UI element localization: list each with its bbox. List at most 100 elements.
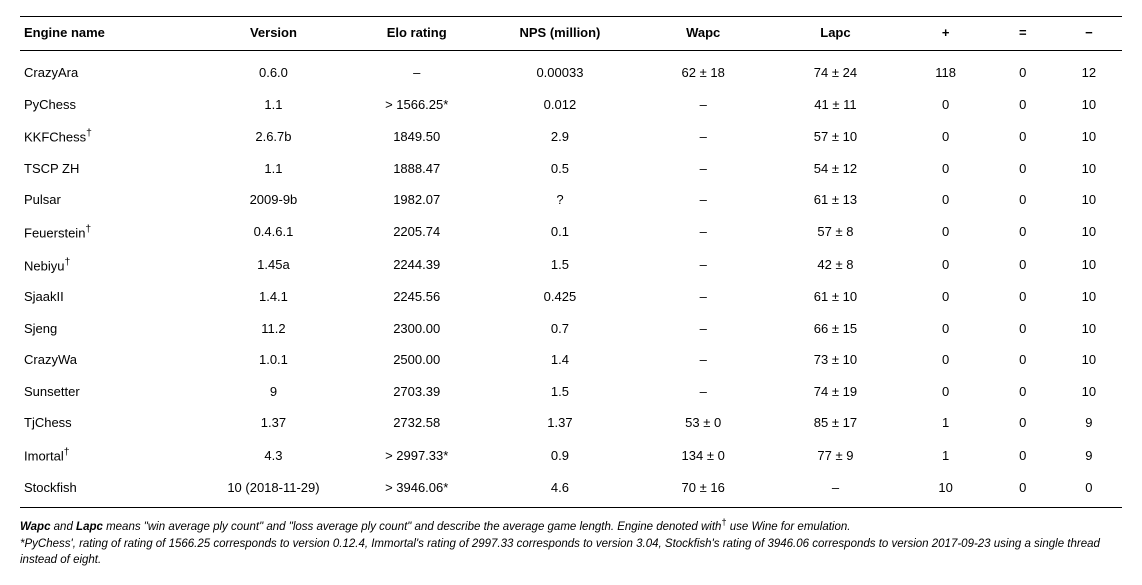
cell-wapc: 53 ± 0: [637, 407, 769, 439]
cell-engine: Nebiyu†: [20, 249, 196, 282]
cell-engine: Imortal†: [20, 439, 196, 472]
cell-elo: 2500.00: [351, 344, 483, 376]
cell-engine: CrazyAra: [20, 51, 196, 89]
column-header-engine: Engine name: [20, 17, 196, 51]
cell-plus: 0: [902, 313, 990, 345]
cell-nps: ?: [483, 184, 637, 216]
cell-elo: 2205.74: [351, 216, 483, 249]
cell-engine: Sjeng: [20, 313, 196, 345]
cell-engine: Feuerstein†: [20, 216, 196, 249]
cell-version: 0.6.0: [196, 51, 350, 89]
cell-engine: Sunsetter: [20, 376, 196, 408]
cell-nps: 0.9: [483, 439, 637, 472]
cell-elo: 2703.39: [351, 376, 483, 408]
column-header-elo: Elo rating: [351, 17, 483, 51]
column-header-version: Version: [196, 17, 350, 51]
table-row: Nebiyu†1.45a2244.391.5–42 ± 80010: [20, 249, 1122, 282]
cell-plus: 0: [902, 184, 990, 216]
cell-version: 2.6.7b: [196, 120, 350, 153]
cell-minus: 10: [1056, 120, 1122, 153]
cell-version: 1.1: [196, 153, 350, 185]
cell-plus: 0: [902, 281, 990, 313]
cell-lapc: 42 ± 8: [769, 249, 901, 282]
cell-plus: 0: [902, 216, 990, 249]
cell-engine: SjaakII: [20, 281, 196, 313]
cell-minus: 10: [1056, 281, 1122, 313]
wapc-term: Wapc: [20, 521, 50, 533]
cell-eq: 0: [990, 472, 1056, 508]
cell-wapc: 62 ± 18: [637, 51, 769, 89]
cell-nps: 1.5: [483, 376, 637, 408]
cell-lapc: 77 ± 9: [769, 439, 901, 472]
cell-elo: 2245.56: [351, 281, 483, 313]
cell-version: 1.37: [196, 407, 350, 439]
cell-nps: 0.1: [483, 216, 637, 249]
cell-plus: 118: [902, 51, 990, 89]
cell-lapc: 61 ± 10: [769, 281, 901, 313]
column-header-lapc: Lapc: [769, 17, 901, 51]
cell-lapc: 74 ± 24: [769, 51, 901, 89]
cell-minus: 10: [1056, 313, 1122, 345]
table-row: KKFChess†2.6.7b1849.502.9–57 ± 100010: [20, 120, 1122, 153]
cell-minus: 10: [1056, 89, 1122, 121]
cell-nps: 4.6: [483, 472, 637, 508]
cell-plus: 0: [902, 344, 990, 376]
cell-minus: 9: [1056, 407, 1122, 439]
footnote-line-1: Wapc and Lapc means "win average ply cou…: [20, 516, 1122, 536]
column-header-minus: −: [1056, 17, 1122, 51]
cell-plus: 0: [902, 249, 990, 282]
cell-elo: 2732.58: [351, 407, 483, 439]
table-row: Feuerstein†0.4.6.12205.740.1–57 ± 80010: [20, 216, 1122, 249]
cell-lapc: 57 ± 8: [769, 216, 901, 249]
table-row: SjaakII1.4.12245.560.425–61 ± 100010: [20, 281, 1122, 313]
dagger-icon: †: [64, 257, 70, 268]
cell-minus: 0: [1056, 472, 1122, 508]
cell-nps: 2.9: [483, 120, 637, 153]
cell-engine: KKFChess†: [20, 120, 196, 153]
cell-plus: 0: [902, 120, 990, 153]
cell-elo: > 1566.25*: [351, 89, 483, 121]
cell-version: 1.45a: [196, 249, 350, 282]
footnotes: Wapc and Lapc means "win average ply cou…: [20, 516, 1122, 569]
cell-elo: 2300.00: [351, 313, 483, 345]
cell-minus: 10: [1056, 153, 1122, 185]
cell-eq: 0: [990, 439, 1056, 472]
table-row: PyChess1.1> 1566.25*0.012–41 ± 110010: [20, 89, 1122, 121]
cell-plus: 1: [902, 407, 990, 439]
cell-version: 1.1: [196, 89, 350, 121]
cell-minus: 10: [1056, 216, 1122, 249]
dagger-icon: †: [64, 447, 70, 458]
cell-eq: 0: [990, 313, 1056, 345]
table-body: CrazyAra0.6.0–0.0003362 ± 1874 ± 2411801…: [20, 51, 1122, 508]
cell-lapc: 61 ± 13: [769, 184, 901, 216]
cell-engine: Pulsar: [20, 184, 196, 216]
cell-version: 0.4.6.1: [196, 216, 350, 249]
cell-engine: CrazyWa: [20, 344, 196, 376]
cell-version: 10 (2018-11-29): [196, 472, 350, 508]
cell-wapc: –: [637, 376, 769, 408]
cell-minus: 10: [1056, 376, 1122, 408]
cell-nps: 0.5: [483, 153, 637, 185]
cell-eq: 0: [990, 407, 1056, 439]
cell-elo: 1849.50: [351, 120, 483, 153]
cell-engine: TjChess: [20, 407, 196, 439]
cell-eq: 0: [990, 281, 1056, 313]
cell-wapc: –: [637, 344, 769, 376]
cell-lapc: 74 ± 19: [769, 376, 901, 408]
cell-wapc: 70 ± 16: [637, 472, 769, 508]
cell-engine: TSCP ZH: [20, 153, 196, 185]
cell-wapc: –: [637, 313, 769, 345]
cell-eq: 0: [990, 51, 1056, 89]
cell-elo: 1888.47: [351, 153, 483, 185]
table-row: Pulsar2009-9b1982.07?–61 ± 130010: [20, 184, 1122, 216]
cell-elo: > 3946.06*: [351, 472, 483, 508]
cell-wapc: –: [637, 281, 769, 313]
cell-version: 1.0.1: [196, 344, 350, 376]
cell-lapc: 85 ± 17: [769, 407, 901, 439]
cell-version: 1.4.1: [196, 281, 350, 313]
cell-eq: 0: [990, 120, 1056, 153]
table-row: Imortal†4.3> 2997.33*0.9134 ± 077 ± 9109: [20, 439, 1122, 472]
cell-lapc: 41 ± 11: [769, 89, 901, 121]
cell-lapc: 54 ± 12: [769, 153, 901, 185]
cell-version: 4.3: [196, 439, 350, 472]
